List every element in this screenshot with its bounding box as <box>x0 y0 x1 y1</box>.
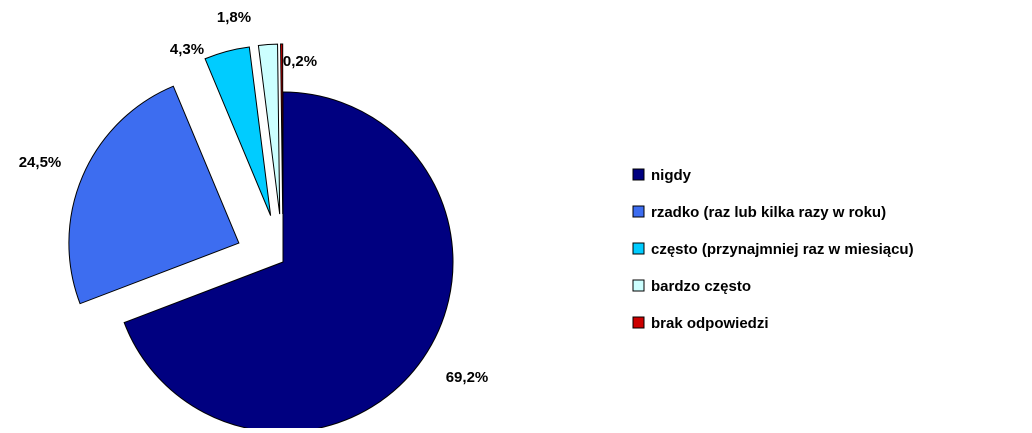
pie-slice <box>123 91 454 433</box>
data-label: 0,2% <box>283 53 317 70</box>
data-label: 1,8% <box>217 9 251 26</box>
legend-label: brak odpowiedzi <box>651 315 769 332</box>
legend-swatch <box>632 168 645 181</box>
legend-label: często (przynajmniej raz w miesiącu) <box>651 241 914 258</box>
pie-slice <box>204 46 272 216</box>
legend-swatch <box>632 279 645 292</box>
legend-swatch <box>632 242 645 255</box>
legend-swatch <box>632 316 645 329</box>
pie-slice <box>257 43 281 215</box>
pie-slice <box>280 43 284 215</box>
legend-label: bardzo często <box>651 278 751 295</box>
legend-label: nigdy <box>651 167 692 184</box>
pie-slice <box>68 85 240 305</box>
data-label: 69,2% <box>446 369 489 386</box>
legend-label: rzadko (raz lub kilka razy w roku) <box>651 204 886 221</box>
data-label: 4,3% <box>170 41 204 58</box>
legend-swatch <box>632 205 645 218</box>
data-label: 24,5% <box>19 154 62 171</box>
